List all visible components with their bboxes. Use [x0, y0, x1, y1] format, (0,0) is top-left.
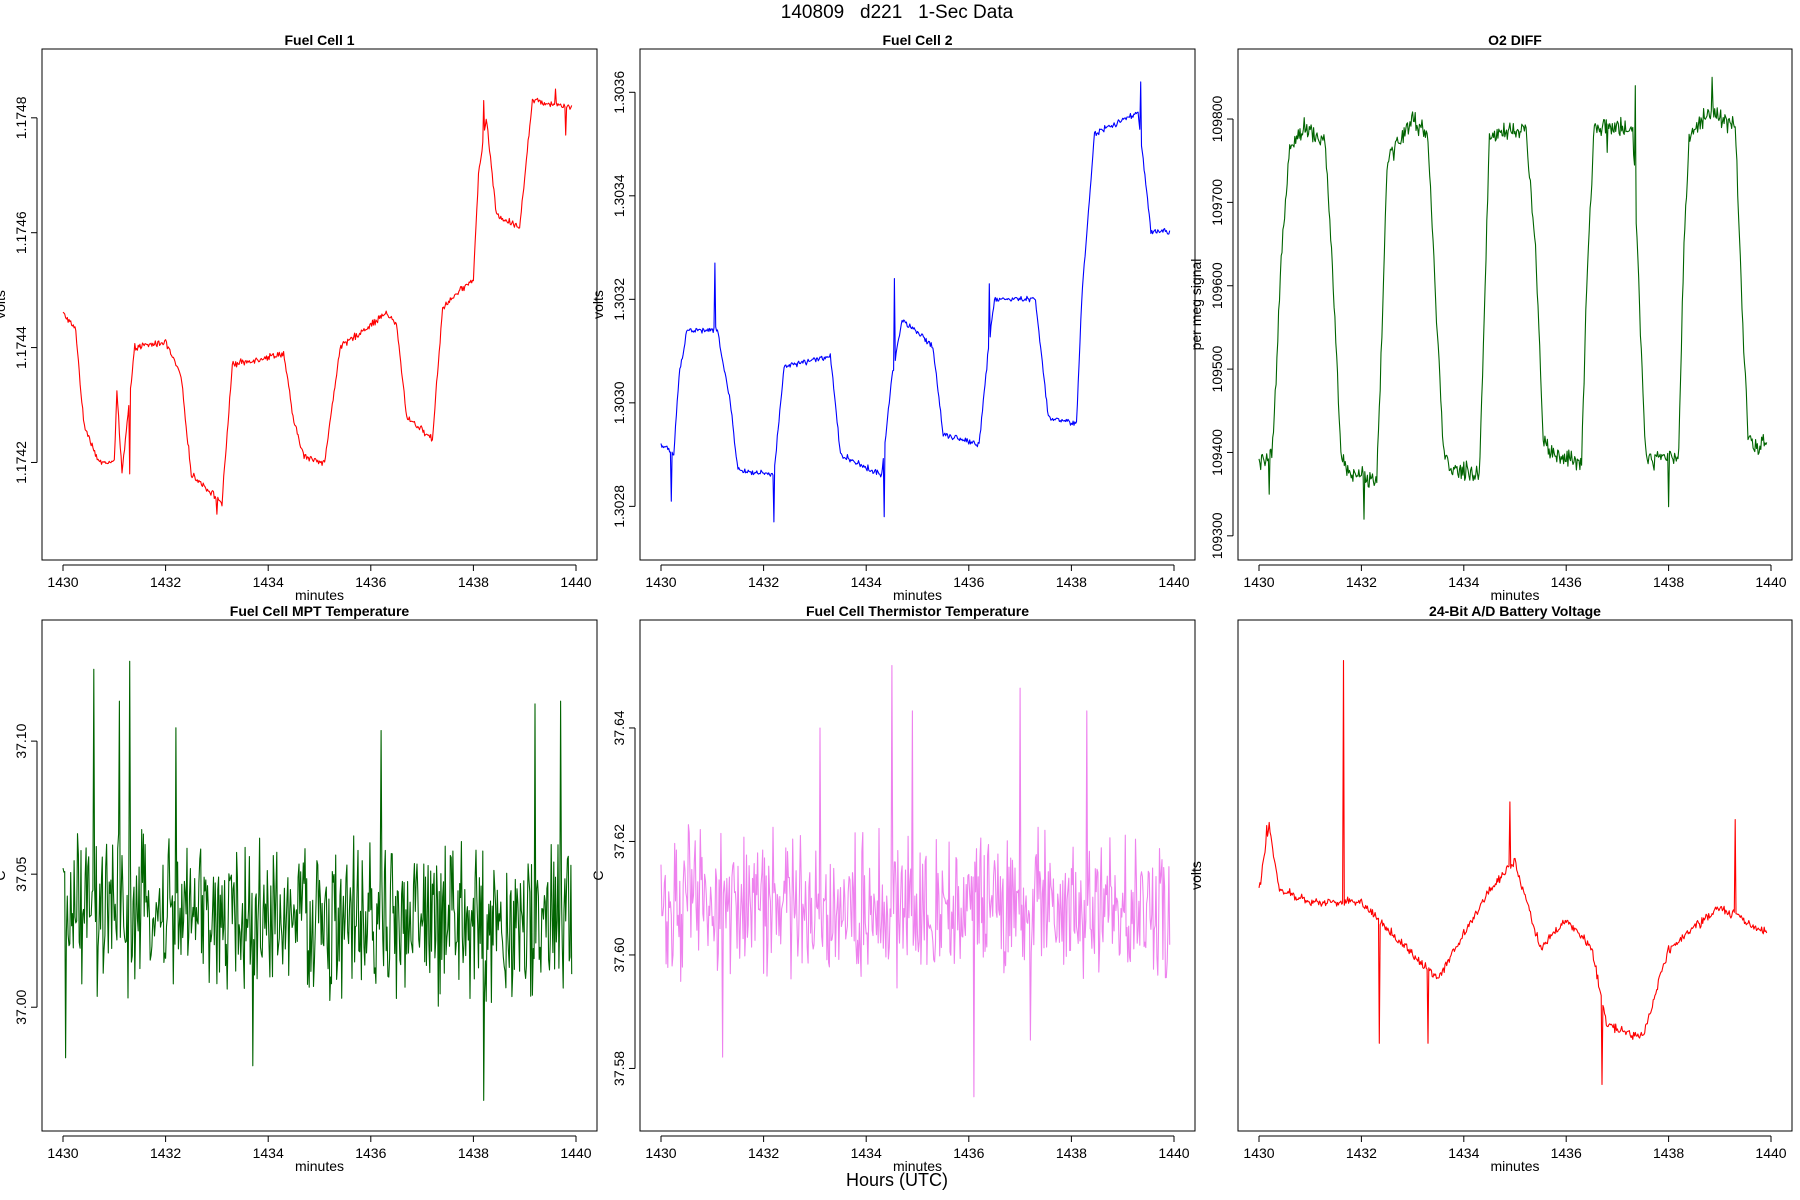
series-line: [62, 660, 573, 1101]
y-tick-label: 109400: [1209, 429, 1225, 476]
y-tick-label: 1.3032: [611, 278, 627, 321]
x-axis-label: minutes: [893, 1158, 942, 1174]
chart-panel-3: O2 DIFF 1430 1432 1434 1436 1438 1440 minutes 10…: [1188, 32, 1793, 603]
chart-panel-2: Fuel Cell 2 1430 1432 1434 1436 1438 1440 minut…: [590, 32, 1196, 603]
x-tick-label: 1440: [560, 574, 591, 590]
figure-title: 140809 d221 1-Sec Data: [781, 2, 1014, 23]
y-axis-label: C: [590, 870, 606, 880]
y-tick-label: 37.62: [611, 824, 627, 859]
plot-frame: [41, 619, 598, 1132]
y-axis-label: volts: [590, 290, 606, 319]
x-tick-label: 1434: [851, 1145, 882, 1161]
plot-frame: [1237, 48, 1793, 561]
y-tick-label: 1.1748: [13, 96, 29, 139]
x-tick-label: 1430: [47, 1145, 78, 1161]
x-tick-label: 1438: [1653, 574, 1684, 590]
panel-title: 24-Bit A/D Battery Voltage: [1429, 603, 1601, 619]
x-axis-label: minutes: [893, 587, 942, 603]
x-axis-label: minutes: [295, 587, 344, 603]
y-tick-label: 37.58: [611, 1051, 627, 1086]
series-line: [660, 81, 1171, 523]
chart-panel-4: Fuel Cell MPT Temperature 1430 1432 1434 143…: [0, 603, 598, 1174]
y-tick-label: 109300: [1209, 512, 1225, 559]
x-axis-label: minutes: [1490, 1158, 1539, 1174]
series-line: [1258, 76, 1768, 520]
y-tick-label: 1.3034: [611, 174, 627, 217]
y-tick-label: 1.1746: [13, 211, 29, 254]
y-tick-label: 109500: [1209, 346, 1225, 393]
x-tick-label: 1430: [1243, 574, 1274, 590]
x-tick-label: 1436: [355, 574, 386, 590]
y-tick-label: 1.1744: [13, 326, 29, 369]
chart-panel-1: Fuel Cell 1 1430 1432 1434 1436 1438 1440 minut…: [0, 32, 598, 603]
plot-frame: [639, 48, 1196, 561]
series-line: [62, 88, 573, 515]
y-axis-label: per meg signal: [1188, 259, 1204, 351]
x-tick-label: 1438: [1653, 1145, 1684, 1161]
y-tick-label: 1.1742: [13, 441, 29, 484]
y-tick-label: 1.3030: [611, 381, 627, 424]
figure-xlabel: Hours (UTC): [846, 1170, 948, 1190]
panel-title: Fuel Cell Thermistor Temperature: [806, 603, 1029, 619]
x-tick-label: 1436: [1551, 574, 1582, 590]
chart-panel-5: Fuel Cell Thermistor Temperature 1430 1432…: [590, 603, 1196, 1174]
x-axis-label: minutes: [295, 1158, 344, 1174]
x-tick-label: 1440: [1755, 1145, 1786, 1161]
x-tick-label: 1436: [953, 1145, 984, 1161]
chart-panel-6: 24-Bit A/D Battery Voltage 1430 1432 1434 14…: [1188, 603, 1793, 1174]
y-tick-label: 1.3036: [611, 71, 627, 114]
y-tick-label: 37.05: [13, 856, 29, 891]
y-axis-label: C: [0, 870, 8, 880]
x-tick-label: 1432: [748, 1145, 779, 1161]
plot-frame: [41, 48, 598, 561]
y-tick-label: 37.10: [13, 723, 29, 758]
y-tick-label: 37.60: [611, 937, 627, 972]
x-tick-label: 1430: [1243, 1145, 1274, 1161]
panel-title: Fuel Cell 1: [284, 32, 354, 48]
panels-group: Fuel Cell 1 1430 1432 1434 1436 1438 1440 minut…: [0, 32, 1793, 1174]
plot-frame: [639, 619, 1196, 1132]
plot-frame: [1237, 619, 1793, 1132]
x-tick-label: 1432: [1346, 1145, 1377, 1161]
x-tick-label: 1430: [645, 1145, 676, 1161]
y-tick-label: 37.00: [13, 989, 29, 1024]
x-axis-label: minutes: [1490, 587, 1539, 603]
y-tick-label: 109600: [1209, 262, 1225, 309]
y-tick-label: 1.3028: [611, 485, 627, 528]
x-tick-label: 1436: [1551, 1145, 1582, 1161]
x-tick-label: 1440: [1158, 1145, 1189, 1161]
x-tick-label: 1432: [150, 1145, 181, 1161]
y-axis-label: volts: [0, 290, 8, 319]
x-tick-label: 1438: [458, 574, 489, 590]
x-tick-label: 1434: [1448, 1145, 1479, 1161]
series-line: [1258, 660, 1768, 1086]
y-axis-label: volts: [1188, 861, 1204, 890]
x-tick-label: 1440: [560, 1145, 591, 1161]
x-tick-label: 1432: [1346, 574, 1377, 590]
x-tick-label: 1436: [355, 1145, 386, 1161]
x-tick-label: 1438: [458, 1145, 489, 1161]
x-tick-label: 1434: [851, 574, 882, 590]
x-tick-label: 1434: [1448, 574, 1479, 590]
x-tick-label: 1432: [150, 574, 181, 590]
x-tick-label: 1430: [645, 574, 676, 590]
x-tick-label: 1438: [1056, 1145, 1087, 1161]
x-tick-label: 1438: [1056, 574, 1087, 590]
x-tick-label: 1432: [748, 574, 779, 590]
panel-title: O2 DIFF: [1488, 32, 1542, 48]
x-tick-label: 1430: [47, 574, 78, 590]
panel-title: Fuel Cell 2: [882, 32, 952, 48]
y-tick-label: 109800: [1209, 95, 1225, 142]
x-tick-label: 1440: [1158, 574, 1189, 590]
x-tick-label: 1434: [253, 1145, 284, 1161]
panel-title: Fuel Cell MPT Temperature: [230, 603, 410, 619]
y-tick-label: 109700: [1209, 179, 1225, 226]
y-tick-label: 37.64: [611, 710, 627, 745]
x-tick-label: 1434: [253, 574, 284, 590]
series-line: [660, 664, 1171, 1098]
x-tick-label: 1436: [953, 574, 984, 590]
x-tick-label: 1440: [1755, 574, 1786, 590]
